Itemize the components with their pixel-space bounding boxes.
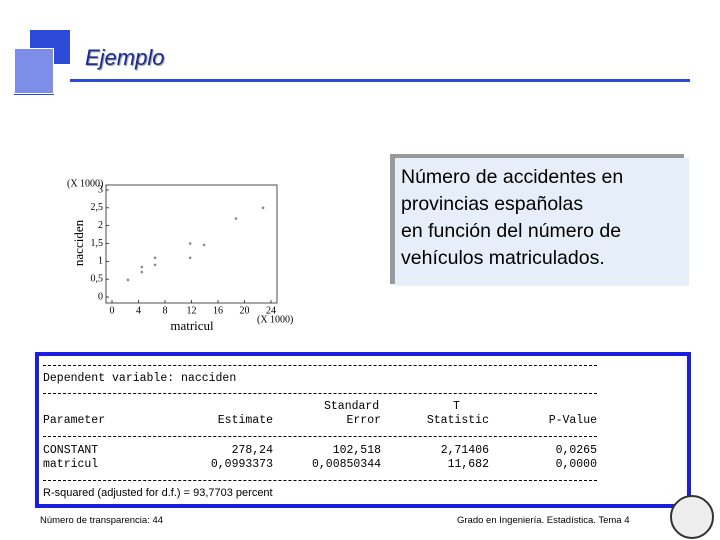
header-top: Standard — [324, 400, 380, 413]
header-cell: Estimate — [217, 414, 273, 427]
logo — [670, 495, 714, 539]
table-cell: 0,0000 — [555, 458, 597, 471]
point — [153, 256, 157, 260]
table-cell: 11,682 — [447, 458, 489, 471]
x-tick-label: 4 — [136, 305, 141, 316]
y-scale-label: (X 1000) — [67, 178, 103, 189]
point — [188, 242, 192, 245]
note-line: provincias españolas — [401, 193, 584, 215]
y-tick-label: 1,5 — [91, 238, 104, 249]
decor — [14, 48, 54, 94]
point — [234, 217, 238, 220]
table-cell: 2,71406 — [440, 444, 489, 457]
table-cell: 0,0993373 — [210, 458, 273, 471]
header-cell: Parameter — [43, 414, 106, 427]
dashed-rule — [43, 436, 597, 437]
header-cell: P-Value — [548, 414, 597, 427]
slide-title: Ejemplo — [85, 45, 165, 70]
point — [140, 270, 144, 274]
point — [188, 256, 192, 260]
x-axis-label: matricul — [170, 318, 214, 333]
footer-left: Número de transparencia: 44 — [40, 515, 164, 526]
point — [202, 243, 206, 247]
y-tick-label: 2,5 — [91, 202, 104, 213]
y-tick-label: 3 — [98, 184, 103, 195]
y-tick-label: 1 — [98, 256, 103, 267]
dashed-rule — [43, 480, 597, 481]
header-cell: Error — [346, 414, 381, 427]
footer-right: Grado en Ingeniería. Estadística. Tema 4 — [457, 515, 630, 526]
table-cell: CONSTANT — [43, 444, 99, 457]
table-cell: 278,24 — [231, 444, 273, 457]
header-top: T — [453, 400, 460, 413]
table-cell: matricul — [43, 458, 99, 471]
y-axis-label: nacciden — [71, 219, 86, 266]
table-cell: 0,00850344 — [311, 458, 381, 471]
x-tick-label: 20 — [240, 305, 250, 316]
x-tick-label: 12 — [187, 305, 197, 316]
note-line: vehículos matriculados. — [401, 247, 605, 269]
y-tick-label: 0,5 — [91, 273, 104, 284]
x-tick-label: 0 — [110, 305, 115, 316]
header-cell: Statistic — [426, 414, 489, 427]
y-tick-label: 2 — [98, 220, 103, 231]
point — [126, 278, 130, 282]
dashed-rule — [43, 365, 597, 366]
point — [261, 206, 265, 210]
point — [140, 265, 144, 269]
table-cell: 0,0265 — [555, 444, 597, 457]
point — [153, 263, 157, 267]
dashed-rule — [43, 393, 597, 394]
decor — [14, 94, 54, 95]
table-cell: 102,518 — [332, 444, 381, 457]
x-tick-label: 8 — [163, 305, 168, 316]
dependent-label: Dependent variable: nacciden — [43, 372, 237, 385]
x-tick-label: 16 — [213, 305, 223, 316]
note-line: en función del número de — [401, 220, 622, 242]
y-tick-label: 0 — [98, 291, 103, 302]
regression-output: Dependent variable: nacciden Standard T Par… — [35, 352, 691, 508]
x-tick-label: 24 — [266, 305, 276, 316]
r-squared: R-squared (adjusted for d.f.) = 93,7703 … — [43, 487, 273, 499]
x-scale-label: (X 1000) — [257, 314, 293, 325]
plot-frame — [105, 184, 278, 304]
note-box: Número de accidentes en provincias españo… — [395, 158, 689, 286]
note-line: Número de accidentes en — [401, 166, 624, 188]
title-rule — [70, 79, 690, 82]
